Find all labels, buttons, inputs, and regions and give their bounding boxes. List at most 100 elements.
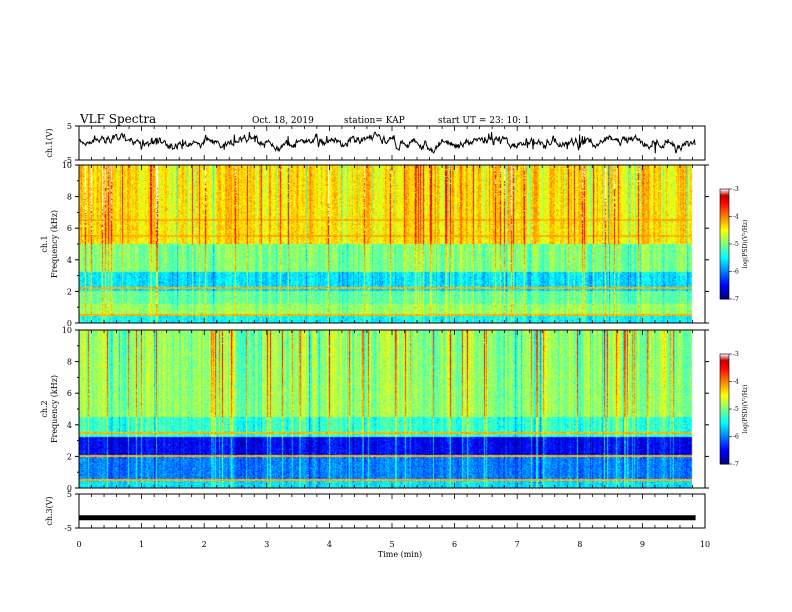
ch1-spectrogram-colorbar-step (720, 247, 729, 250)
time-tick-label: 8 (577, 540, 582, 549)
ch2-spectrogram-colorbar-step (720, 407, 729, 410)
ch2-spectrogram-ytick-label: 4 (67, 421, 72, 430)
ch1-spectrogram-ytick-label: 4 (67, 256, 72, 265)
ch1-spectrogram-colorbar-step (720, 234, 729, 238)
ch1-spectrogram-colorbar-tick-label: -3 (733, 186, 739, 193)
ch1-waveform-ylabel: ch.1(V) (45, 128, 54, 157)
ch1-spectrogram-colorbar-step (720, 289, 729, 293)
ch2-spectrogram-colorbar-step (720, 445, 729, 448)
ch2-spectrogram-colorbar-step (720, 436, 729, 439)
ch1-spectrogram-colorbar-step (720, 227, 729, 230)
ch1-spectrogram-colorbar-step (720, 258, 729, 261)
ch2-spectrogram-colorbar-step (720, 416, 729, 419)
ch1-spectrogram-colorbar-step (720, 229, 729, 232)
ch2-spectrogram-colorbar-step (720, 456, 729, 459)
ch1-waveform-trace (78, 131, 696, 154)
ch1-waveform-xticks (78, 126, 706, 160)
ch1-spectrogram-colorbar-step (720, 231, 729, 234)
ch1-spectrogram-colorbar-step (720, 277, 729, 280)
ch1-spectrogram-colorbar-step (720, 238, 729, 241)
ch2-spectrogram-colorbar-step (720, 410, 729, 414)
ch2-spectrogram-colorbar-step (720, 365, 729, 368)
ch2-spectrogram-colorbar-step (720, 385, 729, 388)
ch1-spectrogram-colorbar-step (720, 286, 729, 289)
ch1-spectrogram-colorbar-step (720, 280, 729, 283)
ch1-spectrogram-colorbar-step (720, 214, 729, 217)
ch2-spectrogram-colorbar-step (720, 462, 729, 465)
ch2-spectrogram-colorbar-step (720, 370, 729, 373)
ch1-spectrogram-colorbar-step (720, 200, 729, 203)
ch1-spectrogram-xticks (78, 165, 706, 323)
ch1-spectrogram-colorbar-tick-label: -7 (733, 296, 739, 303)
ch1-spectrogram-colorbar-step (720, 288, 729, 291)
ch1-spectrogram-colorbar-tick-label: -4 (733, 214, 739, 221)
ch1-spectrogram-colorbar-label: log(PSD)(V²/Hz) (742, 220, 749, 269)
ch1-spectrogram-colorbar-tick-label: -5 (733, 241, 739, 248)
ch2-spectrogram-colorbar-step (720, 366, 729, 370)
ch1-spectrogram-ytick-label: 8 (67, 193, 72, 202)
time-tick-label: 9 (640, 540, 645, 549)
ch2-spectrogram-colorbar-step (720, 396, 729, 399)
ch2-spectrogram-colorbar-step (720, 376, 729, 379)
ch2-spectrogram-colorbar-tick-label: -3 (733, 351, 739, 358)
ch1-spectrogram-colorbar-step (720, 267, 729, 271)
time-axis: 0 1 2 3 4 5 6 7 8 9 10 (76, 540, 710, 549)
ch1-spectrogram-colorbar-step (720, 198, 729, 201)
ch2-spectrogram-ytick-label: 2 (67, 452, 72, 461)
ch1-spectrogram-colorbar-step (720, 233, 729, 236)
ch2-spectrogram-colorbar-step (720, 398, 729, 401)
ch2-spectrogram-colorbar-step (720, 423, 729, 426)
ch2-spectrogram-colorbar-step (720, 374, 729, 377)
ch1-spectrogram-colorbar-step (720, 209, 729, 212)
ch1-spectrogram-panel: 0 2 4 6 8 10 (62, 161, 709, 328)
ch1-spectrogram-colorbar-step (720, 242, 729, 245)
ch2-spectrogram-colorbar-step (720, 442, 729, 445)
ch1-spectrogram-ytick-label: 2 (67, 287, 72, 296)
ch2-spectrogram-colorbar-step (720, 438, 729, 441)
time-tick-label: 7 (515, 540, 520, 549)
ch2-colorbar: -3 -4 -5 -6 -7 log(PSD)(V²/Hz) (719, 351, 749, 468)
ch1-spectrogram-colorbar-step (720, 295, 729, 298)
ch2-spectrogram-colorbar-step (720, 420, 729, 423)
ch2-spectrogram-colorbar-label: log(PSD)(V²/Hz) (742, 385, 749, 434)
ch2-spectrogram-colorbar-step (720, 431, 729, 434)
ch1-spectrogram-colorbar-step (720, 194, 729, 197)
ch3-waveform-panel: 5 -5 (64, 490, 696, 533)
ch1-spectrogram-colorbar-step (720, 264, 729, 267)
ch2-spectrogram-colorbar-step (720, 361, 729, 364)
ch1-spectrogram-colorbar-step (720, 253, 729, 256)
time-tick-label: 5 (389, 540, 394, 549)
ch1-spectrogram-colorbar-step (720, 207, 729, 210)
ch1-spectrogram-colorbar-step (720, 201, 729, 205)
ch1-spectrogram-colorbar-tick-label: -6 (733, 269, 739, 276)
ch1-spectrogram-colorbar-step (720, 196, 729, 199)
ch1-spectrogram-colorbar-step (720, 269, 729, 272)
time-tick-label: 2 (202, 540, 207, 549)
ch1-spectrogram-colorbar-step (720, 293, 729, 296)
ch1-spectrogram-colorbar-step (720, 212, 729, 216)
ch2-spectrogram-panel: 0 2 4 6 8 10 (62, 326, 709, 493)
ch2-spectrogram-colorbar-step (720, 458, 729, 461)
ch1-spectrogram-colorbar-step (720, 275, 729, 278)
ch2-spectrogram-colorbar-step (720, 421, 729, 425)
time-tick-label: 1 (139, 540, 144, 549)
ch2-spectrogram-colorbar-step (720, 440, 729, 443)
ch3-waveform-xticks (78, 494, 706, 528)
ch2-spectrogram-colorbar-step (720, 443, 729, 447)
ch1-spectrogram-colorbar-step (720, 236, 729, 239)
ch2-spectrogram-colorbar-step (720, 429, 729, 432)
time-tick-label: 4 (327, 540, 332, 549)
ch1-waveform-ytick-label: 5 (67, 122, 72, 131)
ch1-spectrogram-colorbar-step (720, 260, 729, 263)
ch1-colorbar: -3 -4 -5 -6 -7 log(PSD)(V²/Hz) (719, 186, 749, 303)
ch2-spectrogram-colorbar-step (720, 368, 729, 371)
time-tick-label: 6 (452, 540, 457, 549)
ch1-spectrogram-colorbar-step (720, 262, 729, 265)
ch2-spectrogram-colorbar-step (720, 432, 729, 436)
ch2-spectrogram-colorbar-step (720, 390, 729, 393)
ch2-spectrogram-colorbar-step (720, 363, 729, 366)
ch2-spectrogram-colorbar-step (720, 427, 729, 430)
ch1-spectrogram-image (79, 165, 705, 323)
ch1-spectrogram-colorbar-step (720, 284, 729, 287)
